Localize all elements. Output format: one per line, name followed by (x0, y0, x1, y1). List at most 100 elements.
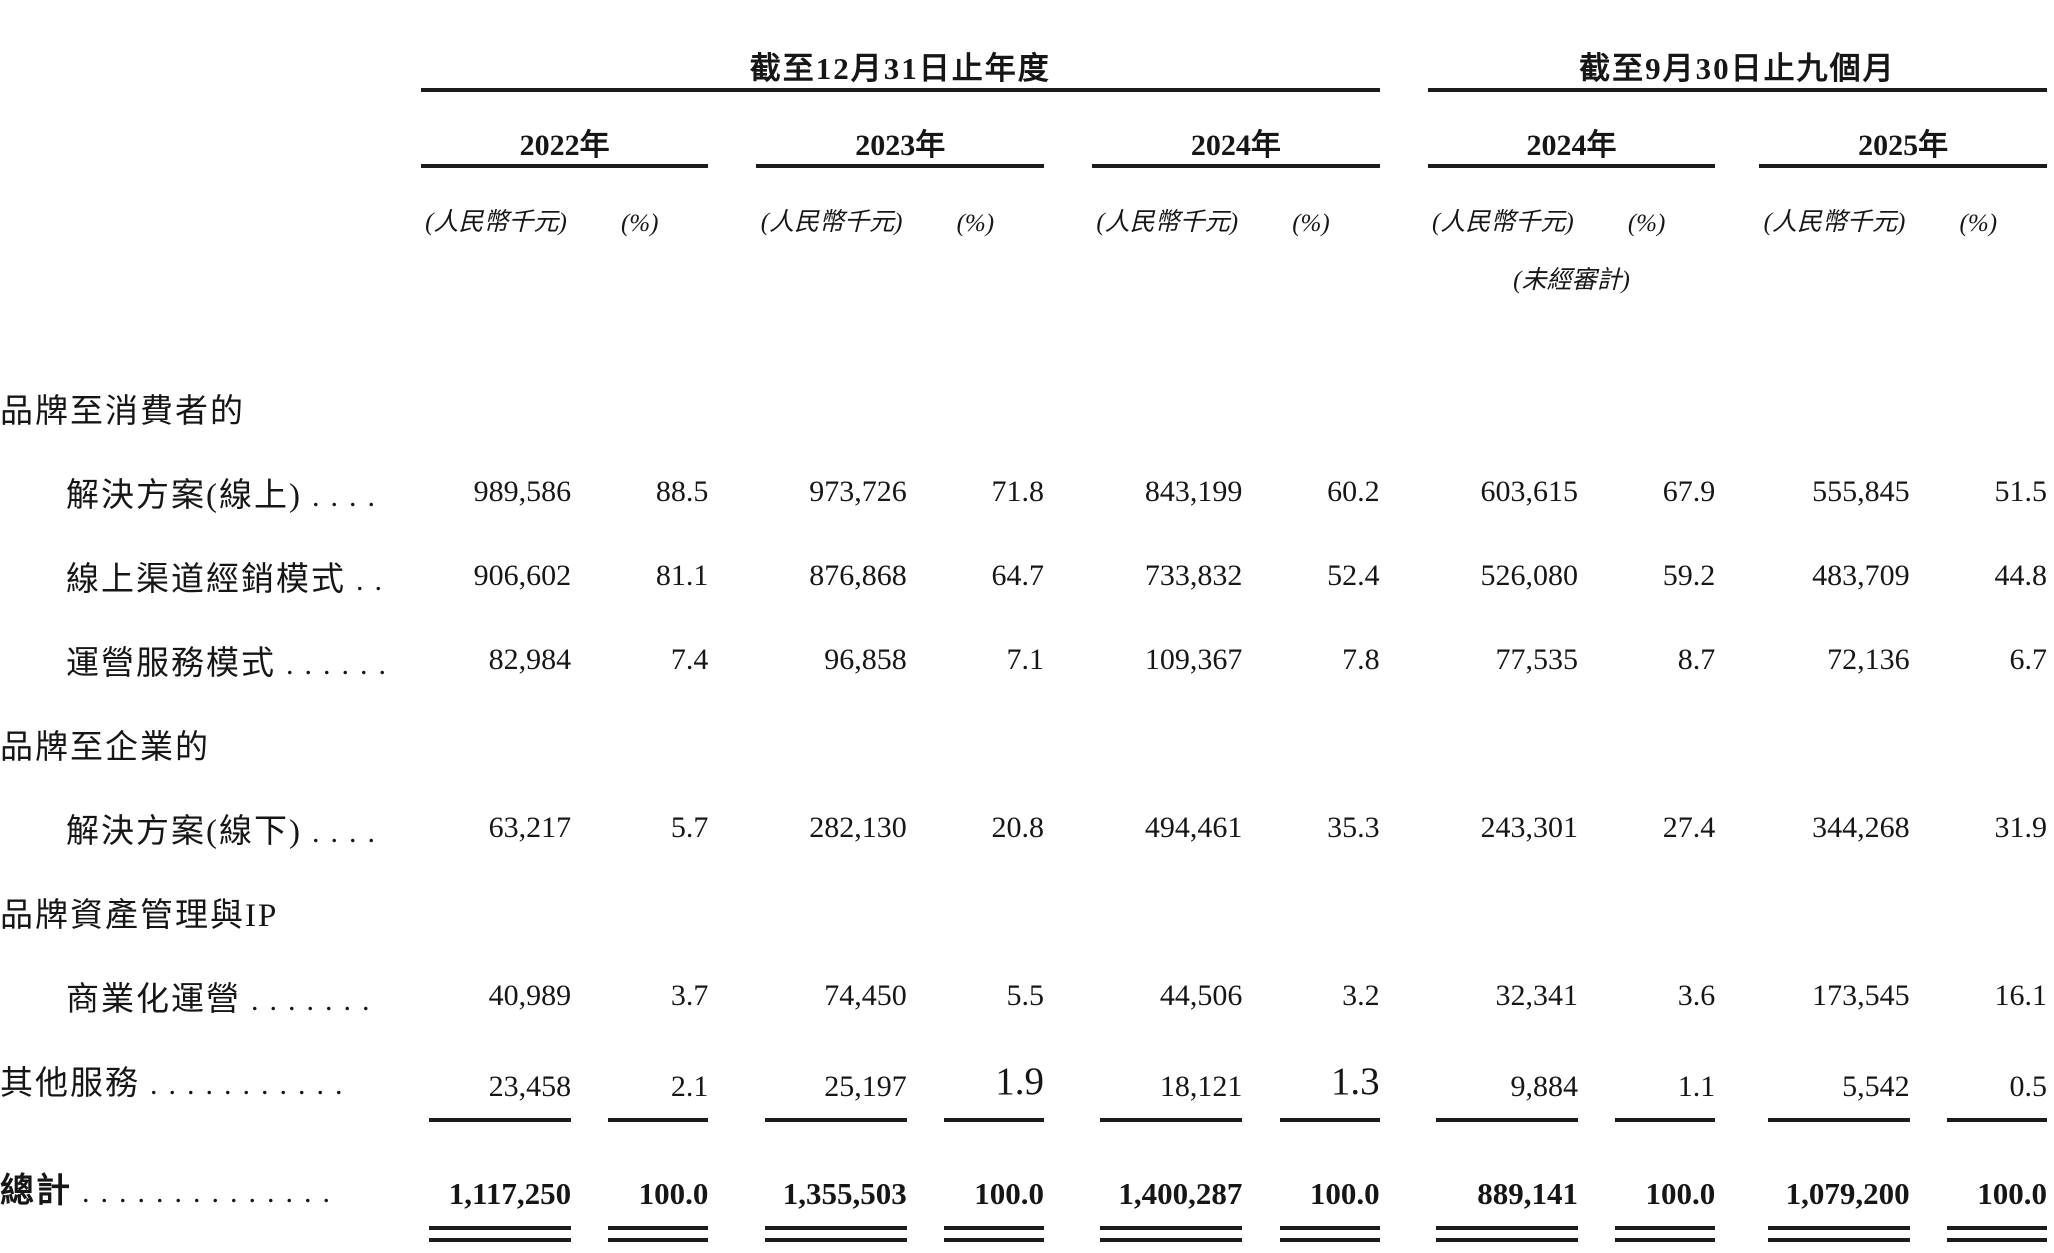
spacer-cell (1759, 238, 2047, 296)
percent-cell: 7.1 (1006, 643, 1044, 676)
unit-header: (人民幣千元) (1432, 209, 1574, 236)
amount-cell: 9,884 (1428, 1038, 1578, 1138)
spacer-cell (1380, 786, 1428, 870)
double-rule (764, 1226, 907, 1242)
spacer-cell (1715, 92, 1759, 168)
percent-symbol-header: (%) (1959, 210, 1998, 237)
period-group-header-row: 截至12月31日止年度 截至9月30日止九個月 (0, 0, 2047, 92)
double-rule (1435, 1226, 1578, 1242)
percent-cell: 1.3 (1242, 1038, 1380, 1138)
year-header: 2023年 (756, 92, 1044, 168)
leader-dots: ........... (150, 1068, 354, 1101)
data-row: 線上渠道經銷模式.. 906,602 81.1 876,868 64.7 733… (0, 534, 2047, 618)
percent-cell: 8.7 (1677, 643, 1716, 676)
unit-header-row: (人民幣千元) (%) (人民幣千元) (%) (人民幣千元) (%) (人民幣… (0, 168, 2047, 238)
row-label: 總計.............. (0, 1173, 341, 1210)
spacer-cell (708, 1138, 756, 1252)
spacer-cell (1380, 1038, 1428, 1138)
single-rule (1279, 1118, 1380, 1122)
spacer-cell (0, 0, 421, 92)
section-row: 品牌至消費者的 (0, 366, 2047, 450)
spacer-cell (1380, 92, 1428, 168)
double-rule (1615, 1226, 1716, 1242)
amount-cell: 109,367 (1144, 643, 1243, 676)
percent-cell: 3.2 (1342, 979, 1380, 1012)
percent-cell: 100.0 (571, 1138, 709, 1252)
percent-cell: 60.2 (1327, 475, 1380, 508)
amount-cell: 889,141 (1428, 1138, 1578, 1252)
percent-cell: 1.1 (1578, 1038, 1716, 1138)
amount-cell: 40,989 (488, 979, 572, 1012)
spacer-cell (1715, 1138, 1759, 1252)
row-label: 商業化運營....... (66, 982, 381, 1018)
group-header-nine-months: 截至9月30日止九個月 (1427, 0, 2047, 92)
amount-cell: 1,079,200 (1759, 1138, 1910, 1252)
amount-cell: 973,726 (809, 475, 907, 508)
spacer-cell (1044, 1038, 1092, 1138)
spacer-cell (708, 618, 756, 702)
percent-cell: 44.8 (1994, 559, 2048, 592)
percent-cell: 5.5 (1006, 979, 1044, 1012)
spacer-cell (708, 168, 756, 238)
amount-cell: 5,542 (1759, 1038, 1910, 1138)
spacer-cell (0, 168, 421, 238)
percent-cell: 52.4 (1327, 559, 1380, 592)
row-label: 解決方案(線上).... (66, 478, 386, 514)
amount-cell: 876,868 (809, 559, 907, 592)
leader-dots: .... (311, 480, 386, 513)
double-rule (429, 1226, 572, 1242)
data-row: 解決方案(線下).... 63,217 5.7 282,130 20.8 494… (0, 786, 2047, 870)
amount-cell: 282,130 (809, 811, 907, 844)
percent-cell: 100.0 (907, 1138, 1044, 1252)
percent-cell: 27.4 (1662, 811, 1716, 844)
percent-cell: 3.7 (670, 979, 709, 1012)
spacer-cell (1044, 534, 1092, 618)
leader-dots: ....... (251, 984, 381, 1017)
spacer-row (0, 296, 2047, 366)
amount-cell: 25,197 (756, 1038, 907, 1138)
single-rule (943, 1118, 1044, 1122)
spacer-cell (1044, 618, 1092, 702)
unaudited-note-row: (未經審計) (0, 238, 2047, 296)
amount-cell: 989,586 (473, 475, 572, 508)
year-header: 2025年 (1759, 92, 2047, 168)
section-row: 品牌至企業的 (0, 702, 2047, 786)
percent-cell: 16.1 (1994, 979, 2048, 1012)
spacer-cell (708, 954, 756, 1038)
section-label: 品牌至企業的 (0, 730, 210, 766)
amount-cell: 555,845 (1812, 475, 1910, 508)
single-rule (1947, 1118, 2047, 1122)
spacer-cell (1044, 92, 1092, 168)
amount-cell: 173,545 (1812, 979, 1910, 1012)
amount-cell: 906,602 (473, 559, 572, 592)
single-rule (608, 1118, 709, 1122)
percent-cell: 5.7 (670, 811, 709, 844)
spacer-cell (1715, 786, 1759, 870)
spacer-cell (421, 238, 1380, 296)
single-rule (1100, 1118, 1243, 1122)
amount-cell: 32,341 (1495, 979, 1578, 1012)
double-rule (608, 1226, 709, 1242)
totals-row: 總計.............. 1,117,250 100.0 1,355,5… (0, 1138, 2047, 1252)
spacer-cell (1380, 1138, 1428, 1252)
year-header: 2022年 (420, 92, 709, 168)
unit-header: (人民幣千元) (1763, 209, 1906, 236)
percent-cell: 35.3 (1327, 811, 1380, 844)
single-rule (1767, 1118, 1910, 1122)
spacer-cell (708, 1038, 756, 1138)
single-rule (764, 1118, 907, 1122)
amount-cell: 603,615 (1480, 475, 1578, 508)
data-row: 商業化運營....... 40,989 3.7 74,450 5.5 44,50… (0, 954, 2047, 1038)
data-row: 解決方案(線上).... 989,586 88.5 973,726 71.8 8… (0, 450, 2047, 534)
double-rule (943, 1226, 1044, 1242)
unit-header: (人民幣千元) (760, 209, 903, 236)
spacer-cell (1380, 954, 1428, 1038)
percent-cell: 59.2 (1662, 559, 1716, 592)
double-rule (1947, 1226, 2047, 1242)
percent-cell: 100.0 (1242, 1138, 1380, 1252)
percent-cell: 88.5 (655, 475, 709, 508)
amount-cell: 733,832 (1144, 559, 1243, 592)
spacer-cell (1380, 168, 1428, 238)
